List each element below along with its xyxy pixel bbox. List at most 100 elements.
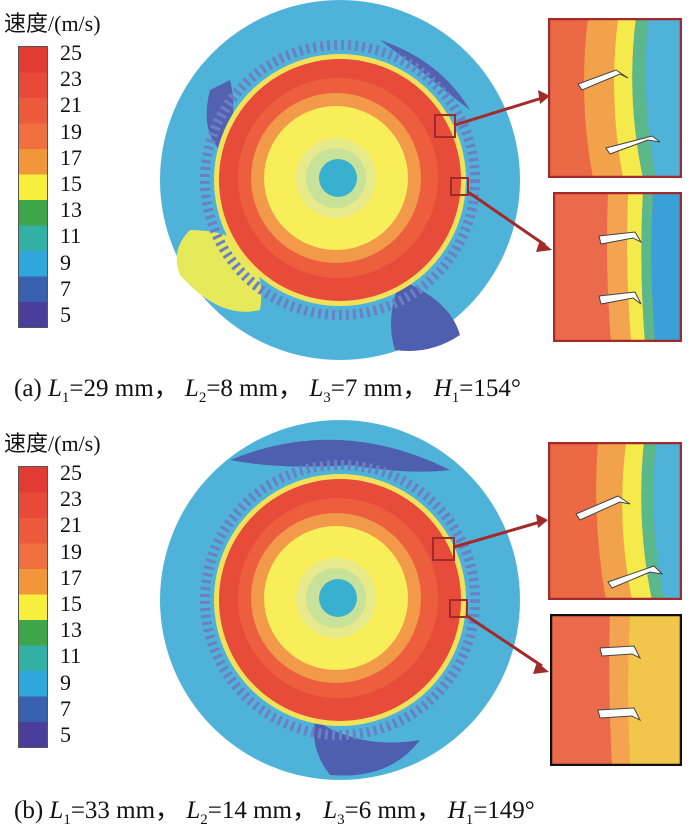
caption-sub: 1	[61, 390, 70, 406]
inset-band	[641, 192, 655, 342]
legend-label: 5	[60, 301, 71, 327]
legend-swatch	[19, 569, 47, 595]
color-legend-bar	[18, 466, 48, 748]
legend-swatches	[19, 47, 47, 327]
inset-band	[584, 18, 623, 178]
arrow-head	[538, 90, 550, 104]
zoom-inset-lower	[553, 192, 682, 342]
zoom-arrow	[453, 520, 541, 549]
legend-label: 17	[60, 564, 82, 590]
legend-label: 21	[60, 92, 82, 118]
caption-var: L	[49, 797, 64, 824]
arrow-head	[536, 514, 548, 528]
legend-label: 23	[60, 486, 82, 512]
arrow-head	[536, 240, 552, 252]
caption-value: =149°	[473, 797, 535, 824]
blade-shape	[575, 495, 631, 521]
blade-shape	[597, 707, 642, 722]
caption-sub: 1	[451, 390, 460, 406]
low-speed-region	[380, 40, 470, 110]
legend-label: 15	[60, 170, 82, 196]
legend-swatch	[19, 123, 47, 149]
legend-swatch	[19, 518, 47, 544]
inset-band	[596, 442, 632, 600]
blade-ring	[200, 40, 480, 320]
legend-swatch	[19, 200, 47, 226]
inset-band	[641, 442, 664, 600]
zoom-inset-upper	[548, 442, 682, 600]
legend-title: 速度/(m/s)	[4, 431, 101, 456]
legend-swatch	[19, 492, 47, 518]
blade-shape	[577, 69, 629, 91]
caption-var: L	[186, 797, 201, 824]
caption-var: H	[447, 797, 466, 824]
legend-swatch	[19, 671, 47, 697]
zoom-marker-upper	[432, 537, 455, 561]
caption-sub: 1	[465, 812, 474, 828]
legend-label: 17	[60, 144, 82, 170]
core-region	[319, 579, 357, 617]
legend-label: 15	[60, 590, 82, 616]
blade-shape	[598, 291, 642, 305]
legend-swatch	[19, 72, 47, 98]
legend-label: 5	[60, 721, 71, 747]
legend-swatch	[19, 645, 47, 671]
panel-a: 速度/(m/s) 25 23 21 19 17 15 13 11 9 7 5	[4, 0, 682, 407]
legend-label: 11	[60, 223, 82, 249]
velocity-contour-field	[160, 0, 520, 360]
legend-swatch	[19, 696, 47, 722]
legend-swatch	[19, 543, 47, 569]
legend-swatch	[19, 594, 47, 620]
inset-band	[627, 192, 645, 342]
caption-sub: 3	[323, 390, 331, 406]
legend-label: 19	[60, 118, 82, 144]
caption-sub: 3	[337, 812, 345, 828]
blade-shape	[598, 231, 643, 245]
legend-label: 23	[60, 66, 82, 92]
legend-label: 11	[60, 643, 82, 669]
legend-label: 9	[60, 249, 71, 275]
inset-band	[651, 192, 682, 342]
caption-var: H	[433, 375, 452, 402]
legend-swatches	[19, 467, 47, 747]
caption-var: L	[309, 375, 324, 402]
inset-border	[553, 192, 682, 342]
legend-swatch	[19, 467, 47, 493]
legend-swatch	[19, 149, 47, 175]
arrow-head	[533, 662, 549, 674]
zoom-arrows	[454, 90, 552, 252]
zoom-arrow	[467, 190, 546, 247]
legend-label: 21	[60, 512, 82, 538]
zoom-marker-lower	[450, 177, 469, 196]
caption-value: =6 mm，	[344, 797, 442, 824]
zoom-inset-upper	[548, 18, 682, 178]
caption-value: =14 mm，	[207, 797, 317, 824]
blade-shape	[607, 565, 664, 589]
zoom-marker-lower	[449, 599, 468, 618]
legend-swatch	[19, 251, 47, 277]
legend-label: 13	[60, 617, 82, 643]
zoom-marker-upper	[434, 114, 456, 138]
caption-sub: 2	[198, 390, 207, 406]
legend-swatch	[19, 620, 47, 646]
low-speed-region	[230, 439, 450, 472]
inset-band	[622, 442, 652, 600]
inset-border	[548, 442, 682, 600]
caption-sub: 1	[63, 812, 71, 828]
zoom-inset-lower	[550, 614, 682, 766]
legend-swatch	[19, 174, 47, 200]
velocity-contour-field	[160, 420, 520, 780]
color-legend-bar	[18, 46, 48, 328]
legend-label: 7	[60, 275, 71, 301]
blade-shape	[599, 645, 642, 660]
core-region	[319, 159, 357, 197]
caption-var: L	[48, 375, 62, 402]
zoom-arrows	[453, 514, 549, 674]
inset-band	[614, 18, 643, 178]
caption-a: (a) L1=29 mm， L2=8 mm， L3=7 mm， H1=154°	[14, 368, 521, 407]
legend-swatch	[19, 722, 47, 747]
legend-swatch	[19, 47, 47, 73]
caption-sub: 2	[200, 812, 208, 828]
inset-band	[628, 614, 682, 766]
caption-prefix: (b)	[14, 797, 44, 824]
